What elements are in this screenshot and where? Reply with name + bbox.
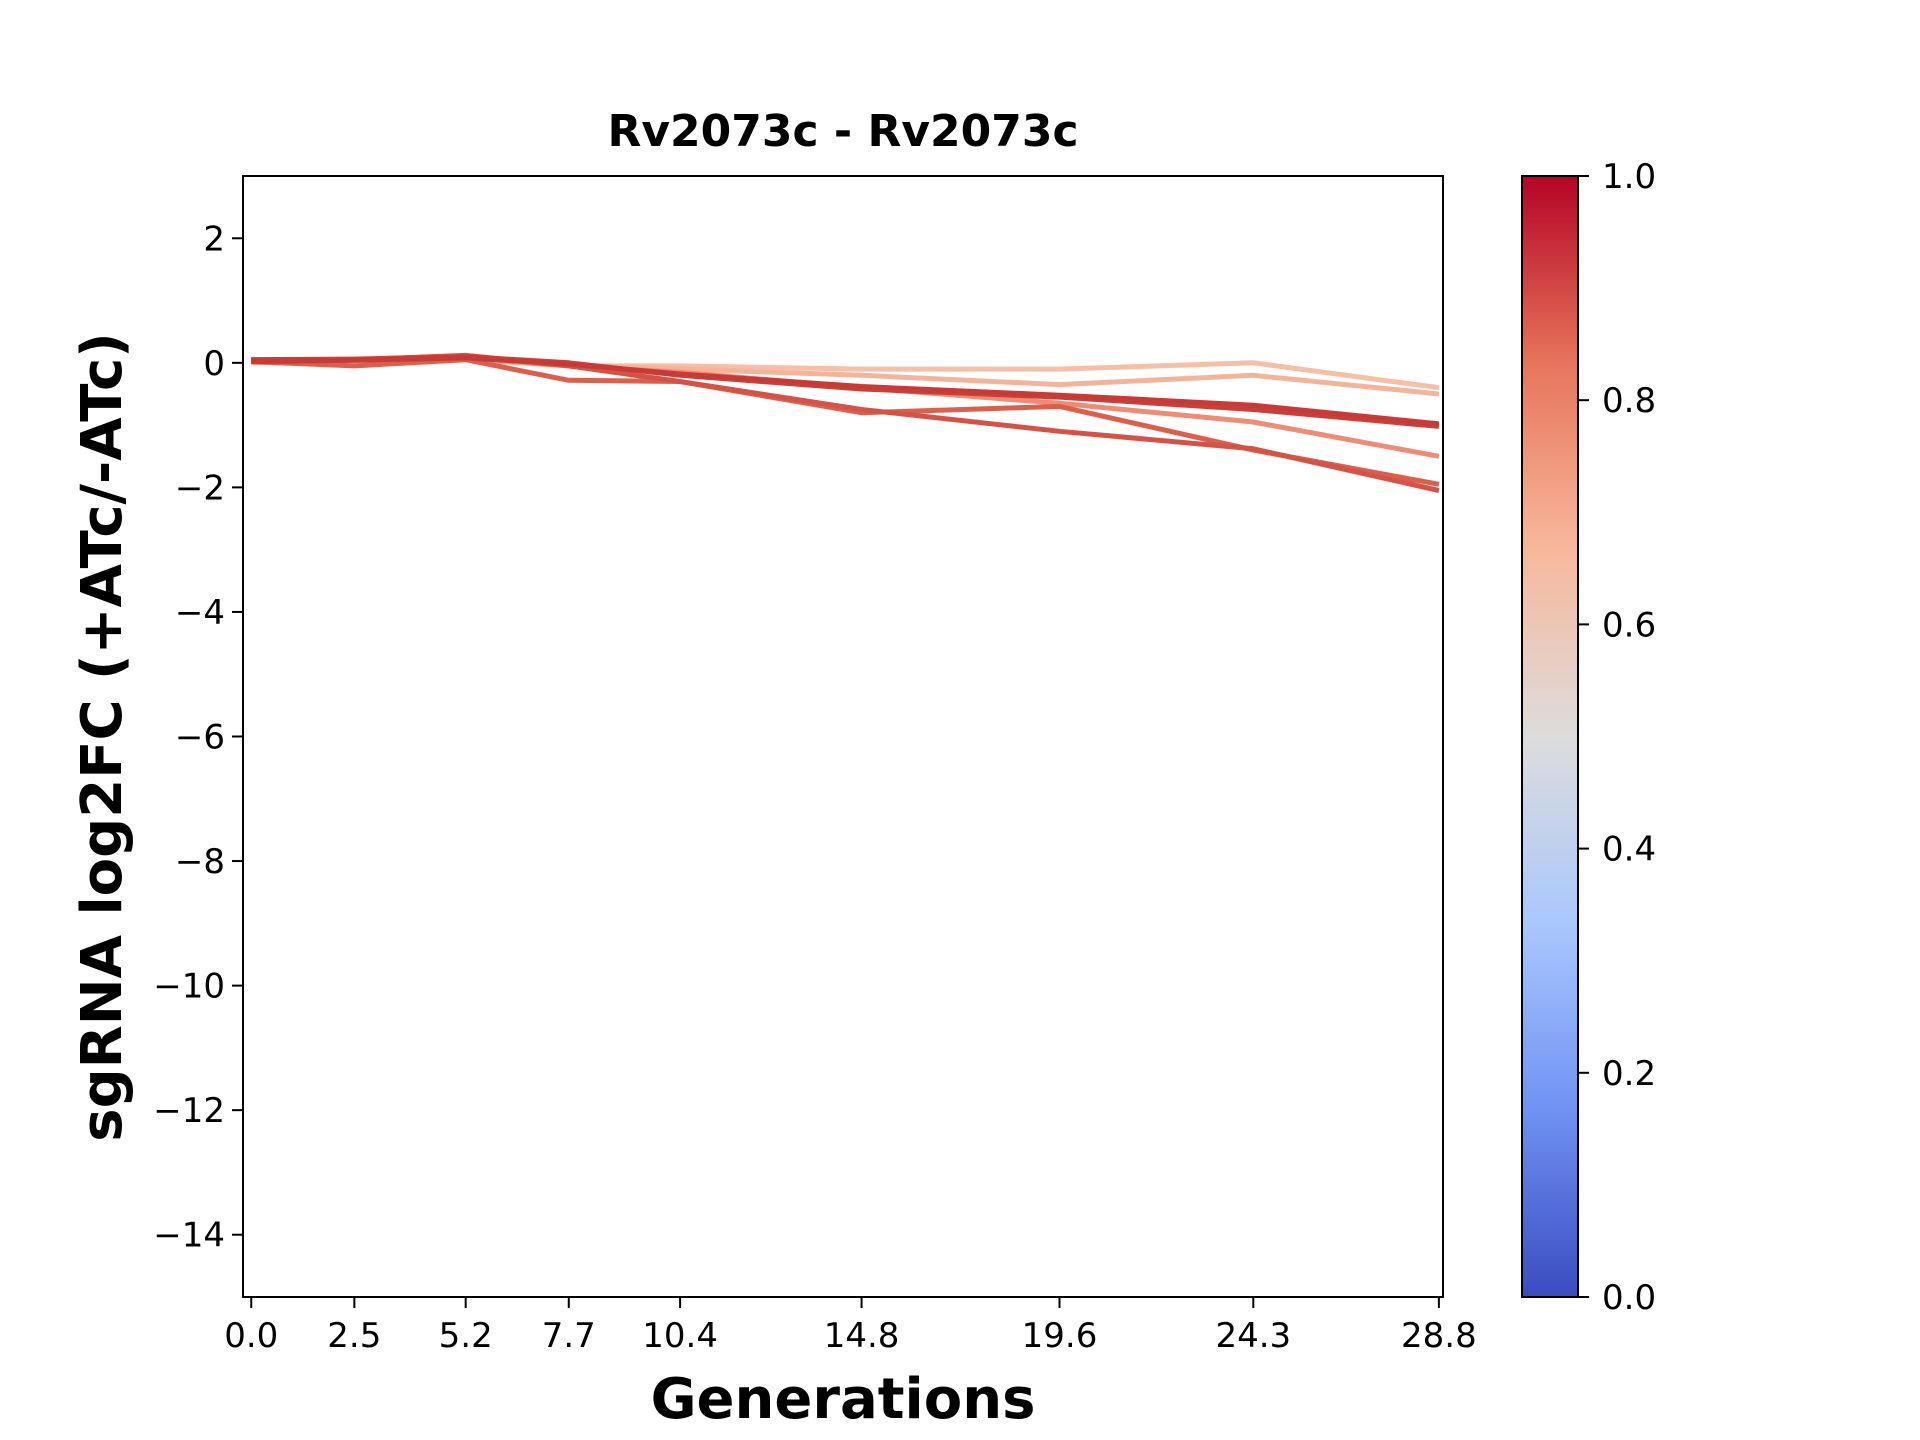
series-line-7: [251, 355, 1440, 427]
y-tick-label: −6: [175, 718, 225, 758]
x-tick-label: 5.2: [439, 1316, 493, 1356]
y-tick-label: −14: [153, 1216, 225, 1256]
y-tick-label: −2: [175, 468, 225, 508]
y-tick-label: −12: [153, 1091, 225, 1131]
colorbar-ticks: 0.0 0.2 0.4 0.6 0.8 1.0: [1578, 157, 1656, 1318]
series-layer: [251, 352, 1440, 493]
x-tick-label: 0.0: [224, 1316, 278, 1356]
y-tick-label: 2: [203, 219, 225, 259]
y-axis-label: sgRNA log2FC (+ATc/-ATc): [70, 332, 135, 1142]
x-tick-label: 10.4: [642, 1316, 718, 1356]
x-tick-label: 7.7: [542, 1316, 596, 1356]
colorbar: [1521, 175, 1579, 1298]
colorbar-tick-label: 0.0: [1602, 1278, 1656, 1318]
y-tick-label: 0: [203, 344, 225, 384]
plot-frame: [242, 175, 1444, 1298]
y-tick-label: −10: [153, 967, 225, 1007]
x-tick-label: 28.8: [1401, 1316, 1477, 1356]
colorbar-tick-label: 0.6: [1602, 605, 1656, 645]
y-axis-ticks: 2 0 −2 −4 −6 −8 −10 −12 −14: [153, 219, 243, 1256]
chart-title: Rv2073c - Rv2073c: [607, 106, 1078, 157]
x-axis-label: Generations: [651, 1367, 1036, 1432]
x-tick-label: 24.3: [1215, 1316, 1291, 1356]
x-tick-label: 14.8: [824, 1316, 900, 1356]
x-tick-label: 19.6: [1022, 1316, 1098, 1356]
y-tick-label: −8: [175, 842, 225, 882]
x-tick-label: 2.5: [327, 1316, 381, 1356]
colorbar-tick-label: 0.4: [1602, 830, 1656, 870]
colorbar-tick-label: 0.2: [1602, 1054, 1656, 1094]
y-tick-label: −4: [175, 593, 225, 633]
x-axis-ticks: 0.0 2.5 5.2 7.7 10.4 14.8 19.6 24.3 28.8: [224, 1297, 1477, 1356]
colorbar-tick-label: 0.8: [1602, 381, 1656, 421]
colorbar-tick-label: 1.0: [1602, 157, 1656, 197]
